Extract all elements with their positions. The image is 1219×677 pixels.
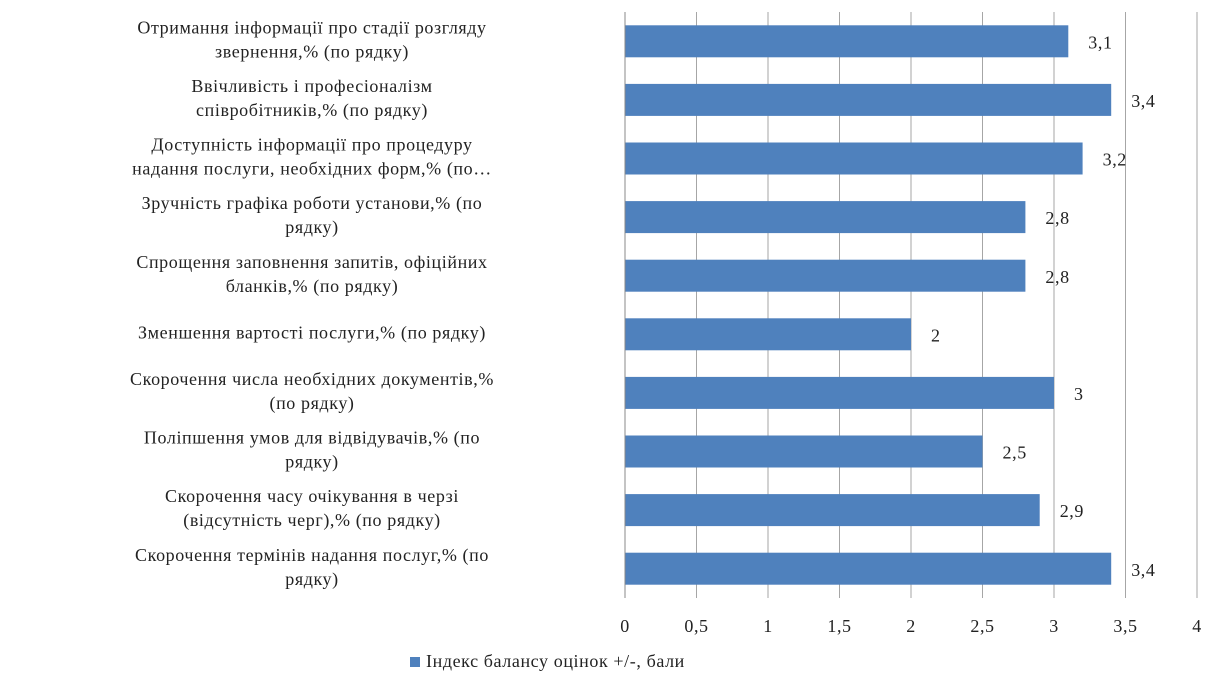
y-tick-label: Ввічливість і професіоналізм xyxy=(191,76,432,96)
y-tick-label: Зменшення вартості послуги,% (по рядку) xyxy=(138,322,486,343)
y-tick-label: надання послуги, необхідних форм,% (по… xyxy=(132,159,492,180)
bar xyxy=(625,552,1112,585)
bar xyxy=(625,25,1069,58)
y-tick-label: звернення,% (по рядку) xyxy=(215,41,409,62)
data-label: 2 xyxy=(931,325,941,345)
x-tick-label: 4 xyxy=(1192,616,1202,636)
y-tick-label: Отримання інформації про стадії розгляду xyxy=(137,17,486,37)
y-tick-label: рядку) xyxy=(285,452,339,473)
bar xyxy=(625,318,911,351)
y-tick-label: бланків,% (по рядку) xyxy=(226,276,399,297)
bar xyxy=(625,201,1026,234)
x-tick-label: 3,5 xyxy=(1113,616,1137,636)
data-label: 3,4 xyxy=(1131,91,1155,111)
bar xyxy=(625,259,1026,292)
x-tick-label: 2,5 xyxy=(970,616,994,636)
y-tick-label: Доступність інформації про процедуру xyxy=(151,135,472,155)
y-tick-label: Зручність графіка роботи установи,% (по xyxy=(142,193,483,214)
data-label: 3,1 xyxy=(1088,32,1112,52)
legend-swatch xyxy=(410,657,420,667)
y-tick-label: рядку) xyxy=(285,569,339,590)
x-tick-label: 0 xyxy=(620,616,630,636)
x-tick-label: 1,5 xyxy=(827,616,851,636)
data-label: 3,2 xyxy=(1103,150,1127,170)
y-tick-label: Скорочення термінів надання послуг,% (по xyxy=(135,545,489,566)
y-tick-label: (відсутність черг),% (по рядку) xyxy=(183,510,441,531)
data-label: 2,8 xyxy=(1045,208,1069,228)
bar xyxy=(625,142,1083,175)
y-tick-label: Скорочення часу очікування в черзі xyxy=(165,486,459,506)
data-label: 2,5 xyxy=(1003,443,1027,463)
y-tick-label: (по рядку) xyxy=(269,393,354,414)
bar xyxy=(625,435,983,468)
bar xyxy=(625,376,1054,409)
bar xyxy=(625,83,1112,116)
y-tick-label: Спрощення заповнення запитів, офіційних xyxy=(136,252,487,272)
data-label: 3,4 xyxy=(1131,560,1155,580)
bar xyxy=(625,494,1040,527)
x-tick-label: 3 xyxy=(1049,616,1059,636)
x-tick-label: 2 xyxy=(906,616,916,636)
x-tick-label: 1 xyxy=(763,616,773,636)
y-tick-label: Поліпшення умов для відвідувачів,% (по xyxy=(144,428,480,449)
y-tick-label: Скорочення числа необхідних документів,% xyxy=(130,369,494,389)
x-tick-label: 0,5 xyxy=(684,616,708,636)
data-label: 3 xyxy=(1074,384,1084,404)
data-label: 2,8 xyxy=(1045,267,1069,287)
data-label: 2,9 xyxy=(1060,501,1084,521)
y-tick-label: рядку) xyxy=(285,217,339,238)
legend-label: Індекс балансу оцінок +/-, бали xyxy=(426,651,685,671)
y-tick-label: співробітників,% (по рядку) xyxy=(196,100,428,121)
